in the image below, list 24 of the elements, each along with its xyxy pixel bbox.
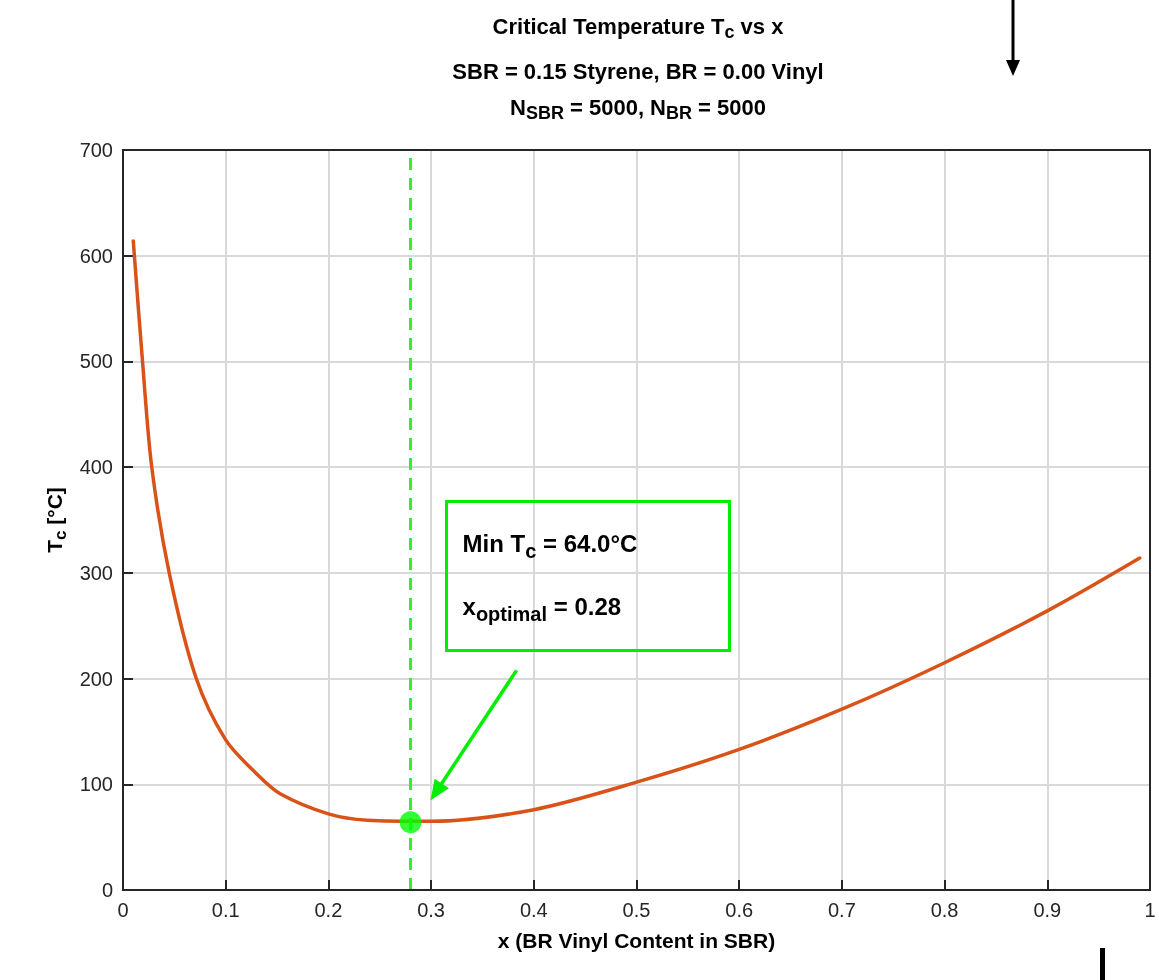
y-tick-label: 400 [79,456,113,479]
x-tick-label: 0.7 [827,899,856,921]
x-axis-title: x (BR Vinyl Content in SBR) [497,929,776,952]
annotation: Min T$_{c}$ = 64.0°C [462,529,638,565]
x-tick-label: 1 [1144,899,1156,921]
x-tick-label: 0.9 [1033,899,1062,921]
x-tick-label: 0.8 [930,899,959,921]
x-tick-label: 0.6 [725,899,754,921]
y-tick-label: 700 [79,139,113,161]
annotation: x$_{optimal}$ = 0.28 [462,592,623,627]
y-axis-title: Tc [°C] [42,487,70,553]
x-tick-label: 0.2 [314,899,343,921]
line-series [131,239,1142,824]
y-tick-label: 0 [101,879,113,901]
x-tick-label: 0 [117,899,129,921]
x-tick-label: 0.4 [519,899,548,921]
y-tick-label: 100 [79,773,113,796]
y-tick-label: 200 [79,667,113,690]
x-tick-label: 0.1 [211,899,240,921]
x-tick-label: 0.3 [417,899,446,921]
y-tick-label: 300 [79,561,113,584]
y-tick-label: 600 [79,244,113,267]
y-tick-label: 500 [79,350,113,373]
x-tick-label: 0.5 [622,899,651,921]
